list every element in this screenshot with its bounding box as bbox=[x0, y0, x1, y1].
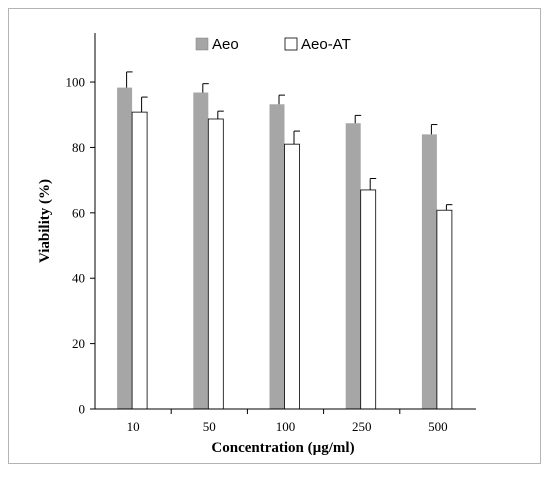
y-tick-label-0: 0 bbox=[79, 402, 86, 417]
legend-swatch-aeo bbox=[195, 37, 209, 51]
bar-aeo-at-250 bbox=[360, 189, 377, 410]
bars bbox=[117, 71, 453, 410]
x-tick-label-100: 100 bbox=[276, 419, 296, 434]
bar-aeo-500 bbox=[421, 134, 437, 410]
x-axis-title: Concentration (µg/ml) bbox=[211, 440, 354, 456]
y-tick-label-40: 40 bbox=[72, 271, 85, 286]
bar-aeo-250 bbox=[345, 123, 361, 410]
bar-aeo-10 bbox=[117, 87, 133, 409]
y-tick-label-20: 20 bbox=[72, 336, 85, 351]
bar-aeo-50 bbox=[193, 92, 209, 409]
x-axis-ticks: 10 50 100 250 500 bbox=[127, 409, 448, 434]
bar-aeo-at-10 bbox=[131, 111, 148, 410]
y-axis-title: Viability (%) bbox=[37, 179, 53, 263]
y-axis-ticks: 0 20 40 60 80 100 bbox=[66, 75, 95, 417]
bar-aeo-at-100 bbox=[284, 143, 300, 410]
y-tick-label-60: 60 bbox=[72, 205, 85, 220]
legend-label-aeo: Aeo bbox=[212, 36, 239, 53]
x-tick-label-50: 50 bbox=[203, 419, 216, 434]
legend-swatch-aeo-at bbox=[284, 37, 298, 51]
bar-aeo-at-50 bbox=[207, 118, 224, 410]
bar-aeo-100 bbox=[269, 104, 285, 409]
y-tick-label-80: 80 bbox=[72, 140, 85, 155]
x-tick-label-10: 10 bbox=[127, 419, 140, 434]
bar-aeo-at-500 bbox=[436, 209, 453, 410]
x-tick-label-500: 500 bbox=[428, 419, 448, 434]
x-tick-label-250: 250 bbox=[352, 419, 372, 434]
legend: Aeo Aeo-AT bbox=[195, 36, 351, 53]
y-tick-label-100: 100 bbox=[66, 75, 86, 90]
legend-label-aeo-at: Aeo-AT bbox=[301, 36, 351, 53]
